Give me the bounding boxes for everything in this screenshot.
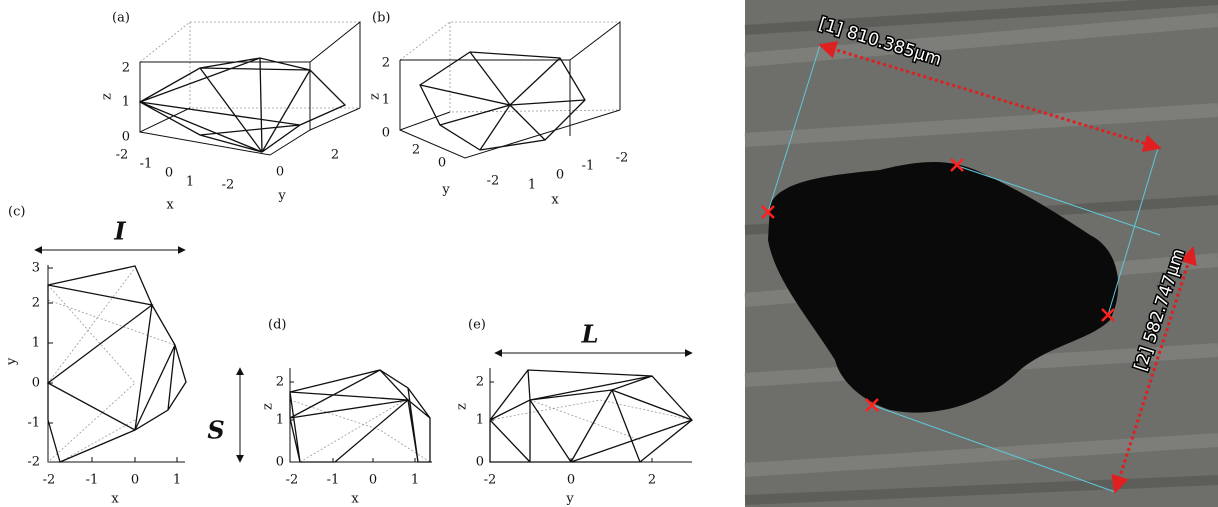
tick-label: 0 [276,455,284,470]
tick-label: 2 [648,473,656,488]
axis-label: y [565,492,574,507]
tick-label: -1 [27,416,40,431]
panel-e: L (e) 2 1 0 z -2 0 2 y [455,318,693,507]
figure: (a) 2 1 0 z -2 -1 0 1 x -2 0 2 y (b) 2 1… [0,0,1218,507]
tick-label: 1 [276,413,284,428]
dimension-label: S [207,416,224,445]
tick-label: 2 [32,296,40,311]
axis-label: y [441,183,450,198]
axis-label: x [166,198,174,213]
panel-label: (c) [8,205,25,220]
tick-label: 0 [131,473,139,488]
axis-label: y [5,357,20,366]
tick-label: -2 [487,174,500,189]
axis-label: z [261,403,276,410]
tick-label: 1 [186,175,194,190]
tick-label: 0 [556,168,564,183]
tick-label: -1 [582,159,595,174]
panel-label: (b) [372,11,390,26]
panel-label: (d) [268,318,286,333]
panel-d: S (d) 2 1 0 z -2 -1 0 1 x [207,318,432,507]
tick-label: 0 [165,166,173,181]
axis-label: y [277,189,286,204]
tick-label: 0 [369,473,377,488]
tick-label: 0 [32,376,40,391]
tick-label: -2 [27,455,40,470]
axis-label: z [455,403,470,410]
panel-a: (a) 2 1 0 z -2 -1 0 1 x -2 0 2 y [100,11,361,213]
tick-label: -2 [484,473,497,488]
tick-label: -1 [86,473,99,488]
micrograph: [1] 810.385µm [2] 582.747µm [745,0,1218,507]
tick-label: 0 [382,126,390,141]
tick-label: 2 [331,148,339,163]
tick-label: 0 [476,455,484,470]
tick-label: 1 [173,473,181,488]
panel-label: (a) [112,11,130,26]
tick-label: 2 [276,375,284,390]
tick-label: 0 [438,156,446,171]
tick-label: -2 [616,151,629,166]
axis-label: z [368,93,383,100]
tick-label: -2 [116,148,129,163]
dimension-label: I [113,217,126,246]
tick-label: 0 [276,165,284,180]
dimension-label: L [581,320,599,349]
tick-label: 2 [476,375,484,390]
axis-label: x [551,193,559,208]
tick-label: 0 [122,130,130,145]
tick-label: -2 [43,473,56,488]
tick-label: 1 [528,178,536,193]
axis-label: x [351,492,359,507]
tick-label: -2 [286,473,299,488]
panel-b: (b) 2 1 0 z 2 0 -2 y 1 0 -1 -2 x [368,11,629,208]
tick-label: 1 [382,93,390,108]
tick-label: 1 [122,95,130,110]
panel-c: I (c) 3 2 1 0 -1 -2 y -2 -1 0 1 x [5,205,187,507]
tick-label: 1 [32,336,40,351]
axis-label: x [111,492,119,507]
tick-label: 1 [411,473,419,488]
axis-label: z [100,93,115,100]
tick-label: -1 [140,157,153,172]
tick-label: 3 [32,261,40,276]
tick-label: 2 [122,61,130,76]
tick-label: 1 [476,413,484,428]
panel-label: (e) [468,318,486,333]
tick-label: -2 [222,178,235,193]
tick-label: 2 [412,143,420,158]
tick-label: 0 [567,473,575,488]
tick-label: 2 [382,56,390,71]
tick-label: -1 [327,473,340,488]
